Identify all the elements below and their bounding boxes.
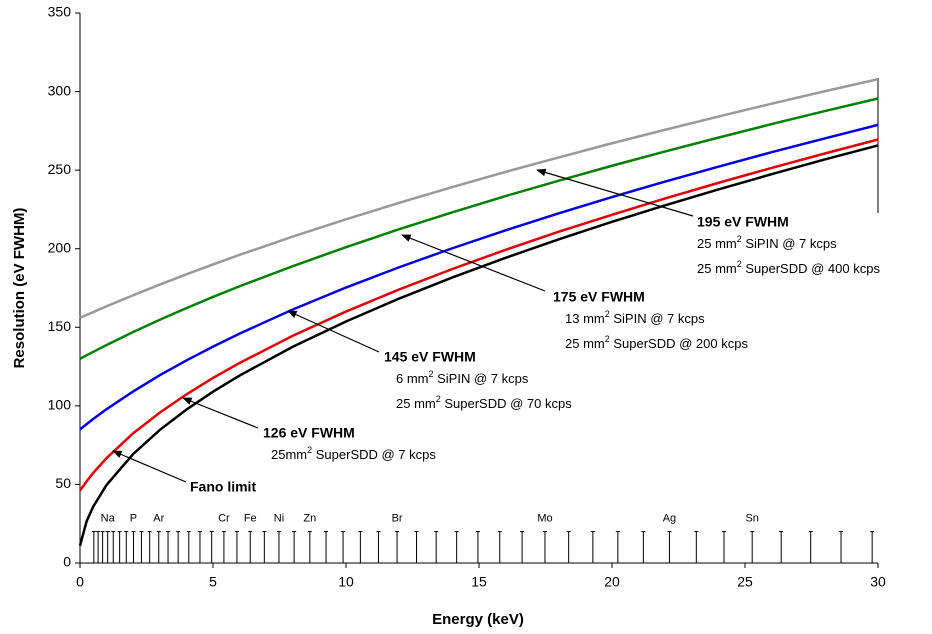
element-label: Na (101, 512, 116, 524)
annotation-arrow (112, 450, 187, 483)
y-tick-label: 100 (48, 397, 72, 413)
y-tick-label: 0 (63, 554, 71, 570)
y-axis-title: Resolution (eV FWHM) (11, 208, 28, 369)
annotation-title: 195 eV FWHM (697, 214, 789, 230)
annotation-line: 25mm2 SuperSDD @ 7 kcps (271, 445, 436, 462)
element-label: Fe (244, 512, 257, 524)
x-axis-title: Energy (keV) (432, 611, 524, 628)
annotation-line: 25 mm2 SiPIN @ 7 kcps (697, 234, 837, 251)
annotation-text: 2 (429, 369, 434, 379)
element-label: Ar (153, 512, 164, 524)
annotation-text: 2 (605, 309, 610, 319)
element-label: Zn (303, 512, 316, 524)
annotation-title: 175 eV FWHM (553, 289, 645, 305)
annotation-text: 25 mm (396, 396, 436, 411)
element-label: Mo (537, 512, 552, 524)
annotation-line: 6 mm2 SiPIN @ 7 kcps (396, 369, 529, 386)
annotation-arrow (287, 310, 380, 353)
annotation-text: 25 mm (565, 336, 605, 351)
x-tick-label: 15 (471, 574, 487, 590)
annotation-text: SiPIN @ 7 kcps (610, 311, 705, 326)
annotation-text: 2 (737, 259, 742, 269)
y-tick-label: 150 (48, 318, 72, 334)
annotation-text: 13 mm (565, 311, 605, 326)
annotation-title: 145 eV FWHM (384, 349, 476, 365)
annotation-text: SiPIN @ 7 kcps (434, 371, 529, 386)
annotation-text: 6 mm (396, 371, 429, 386)
annotation-text: 2 (737, 234, 742, 244)
series-line (79, 77, 879, 320)
x-tick-label: 30 (870, 574, 886, 590)
annotation-text: 25 mm (697, 261, 737, 276)
annotation-line: 25 mm2 SuperSDD @ 400 kcps (697, 259, 880, 276)
element-label: P (130, 512, 137, 524)
element-label: Br (392, 512, 403, 524)
annotation-text: 2 (436, 394, 441, 404)
annotation-text: 2 (605, 334, 610, 344)
x-tick-label: 10 (338, 574, 354, 590)
y-tick-label: 300 (48, 82, 72, 98)
x-tick-label: 20 (604, 574, 620, 590)
annotation-text: SiPIN @ 7 kcps (742, 236, 837, 251)
annotation-line: 25 mm2 SuperSDD @ 70 kcps (396, 394, 572, 411)
annotation-text: SuperSDD @ 200 kcps (610, 336, 749, 351)
x-tick-label: 5 (209, 574, 217, 590)
series-line (79, 123, 879, 431)
annotation-text: 25 mm (697, 236, 737, 251)
annotation-arrow (182, 397, 259, 429)
element-label: Sn (745, 512, 758, 524)
annotation-title: Fano limit (190, 479, 256, 495)
annotation-line: 13 mm2 SiPIN @ 7 kcps (565, 309, 705, 326)
annotation-text: SuperSDD @ 7 kcps (312, 447, 436, 462)
series-line (78, 138, 879, 492)
annotation-text: 25mm (271, 447, 307, 462)
annotation-arrow (536, 168, 694, 217)
annotation-text: 2 (307, 445, 312, 455)
y-tick-label: 50 (55, 475, 71, 491)
x-tick-label: 25 (737, 574, 753, 590)
annotation-arrow (401, 234, 546, 292)
series-line (78, 144, 879, 547)
y-tick-label: 200 (48, 239, 72, 255)
y-tick-label: 250 (48, 161, 72, 177)
x-tick-label: 0 (76, 574, 84, 590)
element-label: Ni (274, 512, 284, 524)
annotation-text: SuperSDD @ 400 kcps (742, 261, 881, 276)
annotation-text: SuperSDD @ 70 kcps (441, 396, 572, 411)
series-line (79, 97, 879, 360)
element-label: Cr (218, 512, 230, 524)
element-label: Ag (663, 512, 676, 524)
annotation-line: 25 mm2 SuperSDD @ 200 kcps (565, 334, 748, 351)
annotation-title: 126 eV FWHM (263, 425, 355, 441)
y-tick-label: 350 (48, 4, 72, 20)
